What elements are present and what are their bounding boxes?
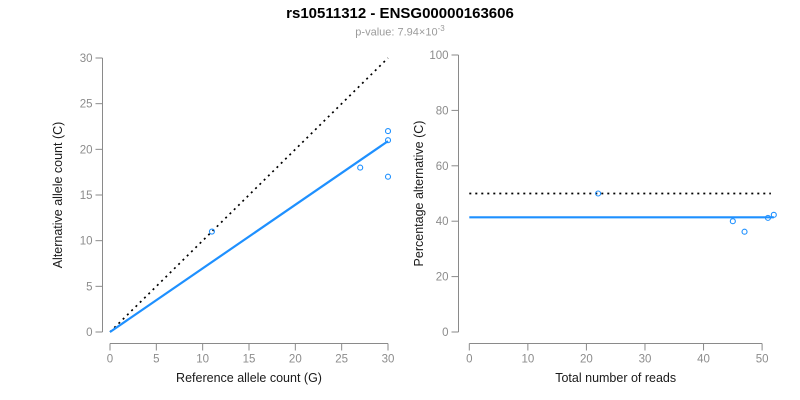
y-tick-label: 0 [442,327,448,339]
data-point [384,173,392,180]
data-point [729,218,736,225]
x-tick-label: 15 [243,354,256,366]
x-tick-label: 10 [521,354,534,366]
data-point [208,228,215,235]
x-tick-label: 20 [289,354,302,366]
x-tick-label: 50 [756,354,769,366]
x-tick-label: 5 [153,354,159,366]
y-tick-label: 40 [436,216,449,228]
y-tick-label: 30 [80,53,93,65]
x-tick-label: 25 [335,354,348,366]
data-point [741,228,748,235]
regression-line [109,140,389,333]
left-panel-allele-counts: 0 5 10 15 20 25 30 0 5 10 15 20 25 30 Reference allele… [51,53,394,385]
page-title: rs10511312 - ENSG00000163606 [286,5,514,22]
y-tick-label: 60 [436,161,449,173]
data-point [595,190,602,197]
x-tick-label: 0 [107,354,113,366]
y-tick-label: 5 [86,281,92,293]
x-tick-label: 30 [382,354,395,366]
data-point [357,164,364,171]
y-tick-label: 20 [80,144,93,156]
x-tick-label: 30 [639,354,652,366]
y-tick-label: 100 [429,50,448,62]
y-tick-label: 20 [436,272,449,284]
y-tick-label: 0 [86,327,92,339]
y-tick-label: 25 [80,99,93,111]
y-axis-title: Percentage alternative (C) [412,121,426,267]
data-point [384,128,392,135]
data-point [764,214,772,221]
data-point [770,211,777,218]
x-tick-label: 40 [697,354,710,366]
y-axis-title: Alternative allele count (C) [51,122,65,269]
x-tick-label: 10 [196,354,209,366]
data-point [384,137,392,144]
x-tick-label: 0 [466,354,472,366]
right-panel-percentage-vs-reads: 0 20 40 60 80 100 0 10 20 30 40 50 Total number of r… [412,50,777,385]
y-tick-label: 10 [80,236,93,248]
identity-line [109,57,389,333]
x-axis-title: Total number of reads [555,371,676,385]
x-axis-title: Reference allele count (G) [176,371,322,385]
y-tick-label: 80 [436,105,449,117]
page-subtitle: p-value: 7.94×10-3 [0,24,800,39]
x-tick-label: 20 [580,354,593,366]
pvalue-exponent: -3 [437,24,445,33]
y-tick-label: 15 [80,190,93,202]
pvalue-text: p-value: 7.94×10 [355,26,438,39]
